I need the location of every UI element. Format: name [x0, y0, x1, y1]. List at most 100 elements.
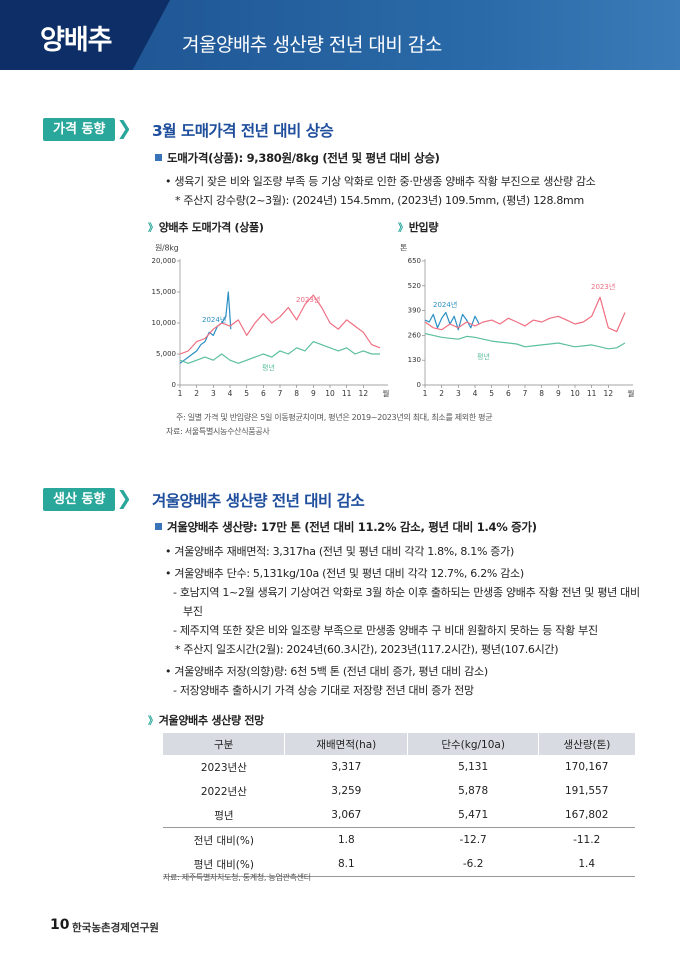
section-tag: 가격 동향 — [43, 118, 116, 141]
series-line — [424, 311, 480, 331]
x-tick-label: 12 — [604, 389, 614, 398]
list-item: • 겨울양배추 단수: 5,131kg/10a (전년 및 평년 대비 각각 1… — [165, 564, 643, 583]
x-tick-label: 6 — [261, 389, 266, 398]
series-line — [424, 296, 626, 333]
table: 구분 재배면적(ha) 단수(kg/10a) 생산량(톤) 2023년산 3,317 5,1… — [163, 733, 635, 877]
x-tick-label: 9 — [311, 389, 316, 398]
x-tick-label: 5 — [489, 389, 494, 398]
table-cell: 167,802 — [564, 809, 609, 821]
x-tick-label: 10 — [570, 389, 580, 398]
item-text: * 주산지 강수량(2~3월): (2024년) 154.5mm, (2023년… — [175, 194, 584, 207]
y-tick-label: 130 — [408, 356, 421, 364]
x-tick-label: 7 — [523, 389, 528, 398]
section-heading: 3월 도매가격 전년 대비 상승 — [152, 122, 334, 140]
section-heading: 겨울양배추 생산량 전년 대비 감소 — [152, 492, 365, 510]
list-item: • 겨울양배추 재배면적: 3,317ha (전년 및 평년 대비 각각 1.8… — [165, 542, 643, 561]
list-item: • 겨울양배추 저장(의향)량: 6천 5백 톤 (전년 대비 증가, 평년 대… — [165, 662, 643, 681]
series-line — [424, 332, 626, 350]
x-tick-label: 6 — [506, 389, 511, 398]
x-tick-label: 3 — [211, 389, 216, 398]
x-unit: 월 — [383, 388, 390, 398]
table-row: 2023년산 3,317 5,131 170,167 — [163, 755, 635, 779]
column-header: 단수(kg/10a) — [407, 733, 539, 755]
item-text: • 생육기 잦은 비와 일조량 부족 등 기상 악화로 인한 중·만생종 양배추… — [165, 175, 596, 188]
y-tick-label: 5,000 — [156, 350, 176, 358]
y-tick-label: 20,000 — [152, 257, 177, 265]
note: 주: 일별 가격 및 반입량은 5일 이동평균치이며, 평년은 2019~202… — [176, 413, 493, 422]
y-tick-label: 0 — [172, 381, 176, 389]
source: 자료: 서울특별시농수산식품공사 — [166, 427, 270, 436]
x-tick-label: 1 — [423, 389, 428, 398]
y-tick-label: 390 — [408, 307, 421, 315]
item-text: - 제주지역 또한 잦은 비와 일조량 부족으로 만생종 양배추 구 비대 원활… — [173, 624, 598, 637]
x-tick-label: 3 — [456, 389, 461, 398]
table-cell: 191,557 — [564, 785, 609, 797]
table-cell: 3,259 — [331, 785, 362, 797]
table-cell: 평년 대비(%) — [163, 852, 285, 877]
list-item: - 제주지역 또한 잦은 비와 일조량 부족으로 만생종 양배추 구 비대 원활… — [165, 621, 643, 640]
list-item: * 주산지 일조시간(2월): 2024년(60.3시간), 2023년(117… — [165, 640, 643, 659]
list-item: - 호남지역 1~2월 생육기 기상여건 악화로 3월 하순 이후 출하되는 만… — [165, 583, 643, 621]
y-tick-label: 0 — [417, 381, 421, 389]
series-line — [179, 294, 381, 355]
item-text: - 호남지역 1~2월 생육기 기상여건 악화로 3월 하순 이후 출하되는 만… — [173, 586, 640, 618]
y-tick-label: 10,000 — [152, 319, 177, 327]
table-cell: 1.4 — [538, 852, 635, 877]
table-cell: -6.2 — [407, 852, 539, 877]
item-text: - 저장양배추 출하시기 가격 상승 기대로 저장량 전년 대비 증가 전망 — [173, 684, 474, 697]
item-text: • 겨울양배추 저장(의향)량: 6천 5백 톤 (전년 대비 증가, 평년 대… — [165, 665, 488, 678]
table-cell: 2022년산 — [200, 785, 247, 798]
list-item: • 생육기 잦은 비와 일조량 부족 등 기상 악화로 인한 중·만생종 양배추… — [165, 172, 645, 191]
list-item: * 주산지 강수량(2~3월): (2024년) 154.5mm, (2023년… — [165, 191, 645, 210]
table-row: 2022년산 3,259 5,878 191,557 — [163, 779, 635, 803]
list-item: - 저장양배추 출하시기 가격 상승 기대로 저장량 전년 대비 증가 전망 — [165, 681, 643, 700]
table-cell: 3,317 — [331, 761, 362, 773]
table-row: 평년 3,067 5,471 167,802 — [163, 803, 635, 828]
y-tick-label: 520 — [408, 282, 421, 290]
x-tick-label: 8 — [539, 389, 544, 398]
table-cell: -12.7 — [407, 827, 539, 852]
column-header: 재배면적(ha) — [284, 733, 408, 755]
table-cell: -11.2 — [538, 827, 635, 852]
y-tick-label: 650 — [408, 257, 421, 265]
series-line — [179, 341, 380, 364]
column-header: 구분 — [163, 733, 285, 755]
source: 자료: 제주특별자치도청, 통계청, 농업관측센터 — [163, 873, 311, 882]
item-text: * 주산지 일조시간(2월): 2024년(60.3시간), 2023년(117… — [175, 643, 559, 656]
series-label: 2023년 — [591, 282, 615, 291]
footer-org: 한국농촌경제연구원 — [72, 922, 159, 934]
x-tick-label: 1 — [178, 389, 183, 398]
series-line — [179, 291, 232, 364]
table-cell: 5,471 — [458, 809, 489, 821]
x-tick-label: 4 — [228, 389, 233, 398]
table-cell: 3,067 — [331, 809, 362, 821]
series-label: 평년 — [477, 352, 490, 361]
x-tick-label: 11 — [342, 389, 352, 398]
table-row: 평년 대비(%) 8.1 -6.2 1.4 — [163, 852, 635, 877]
item-text: • 겨울양배추 단수: 5,131kg/10a (전년 및 평년 대비 각각 1… — [165, 567, 524, 580]
lead: 겨울양배추 생산량: 17만 톤 (전년 대비 11.2% 감소, 평년 대비 … — [155, 519, 537, 535]
x-tick-label: 11 — [587, 389, 597, 398]
lead: 도매가격(상품): 9,380원/8kg (전년 및 평년 대비 상승) — [155, 150, 440, 166]
x-tick-label: 8 — [294, 389, 299, 398]
series-label: 평년 — [262, 363, 275, 372]
y-tick-label: 260 — [408, 331, 421, 339]
x-tick-label: 2 — [194, 389, 199, 398]
series-label: 2024년 — [202, 315, 226, 324]
table-cell: 5,131 — [458, 761, 489, 773]
chart-title: 양배추 도매가격 (상품) — [148, 219, 264, 235]
item-list: • 겨울양배추 재배면적: 3,317ha (전년 및 평년 대비 각각 1.8… — [165, 539, 643, 700]
x-tick-label: 9 — [556, 389, 561, 398]
y-unit: 원/8kg — [155, 244, 179, 253]
x-tick-label: 10 — [325, 389, 335, 398]
x-tick-label: 7 — [278, 389, 283, 398]
series-label: 2023년 — [296, 295, 320, 304]
table-cell: 2023년산 — [200, 761, 247, 774]
header-tag: 양배추 — [40, 25, 113, 56]
x-tick-label: 12 — [359, 389, 369, 398]
chart-title: 반입량 — [398, 219, 439, 235]
series-label: 2024년 — [433, 300, 457, 309]
table-cell: 전년 대비(%) — [163, 827, 285, 852]
